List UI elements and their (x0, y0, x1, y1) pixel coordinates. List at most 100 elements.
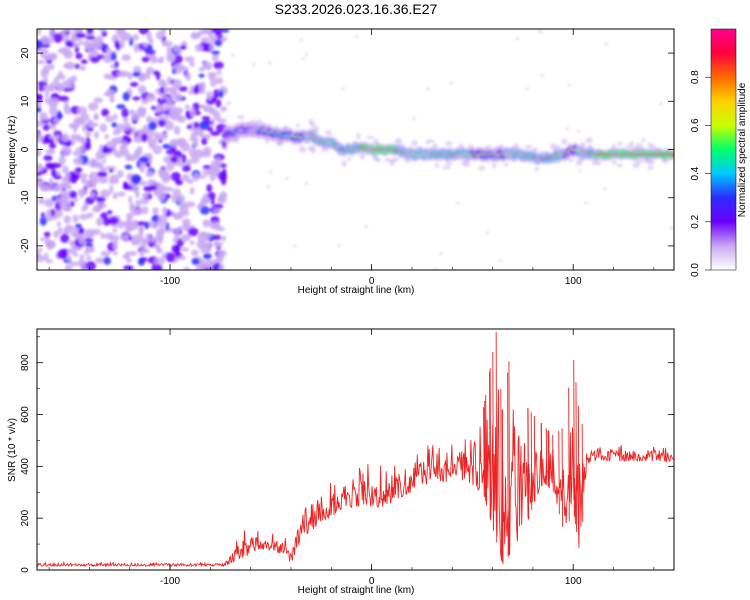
noise-blob (147, 179, 157, 186)
noise-blob (164, 120, 175, 131)
noise-blob (40, 212, 46, 218)
noise-blob (37, 107, 42, 113)
ridge-speckle (534, 166, 539, 172)
snr-spike (561, 428, 564, 527)
ridge-speckle (635, 143, 643, 150)
ridge-speckle (238, 128, 244, 132)
snr-y-tick-label: 0 (20, 567, 31, 573)
ridge-core (671, 152, 674, 156)
ridge-speckle (433, 143, 438, 149)
noise-blob (43, 64, 50, 74)
noise-blob (89, 177, 101, 184)
background-speckle (304, 182, 308, 186)
ridge-speckle (304, 137, 311, 143)
ridge-speckle (353, 147, 360, 152)
background-speckle (566, 127, 570, 131)
noise-blob (86, 255, 92, 261)
ridge-speckle (654, 149, 660, 153)
noise-blob (125, 258, 132, 263)
background-speckle (515, 37, 519, 41)
noise-blob (78, 234, 86, 245)
ridge-speckle (647, 165, 654, 171)
noise-blob (207, 125, 214, 132)
ridge-speckle (334, 145, 340, 153)
noise-blob (136, 145, 143, 156)
snr-x-tick-label: -100 (160, 576, 180, 587)
noise-blob (202, 168, 213, 176)
noise-blob (154, 257, 166, 265)
noise-blob (37, 80, 48, 88)
snr-spike (489, 371, 491, 519)
noise-blob (213, 208, 221, 213)
background-speckle (267, 185, 271, 189)
noise-blob (42, 77, 49, 82)
noise-blob (79, 254, 85, 260)
noise-blob (98, 175, 109, 184)
ridge-speckle (366, 135, 375, 139)
background-speckle (426, 87, 430, 91)
noise-blob (37, 178, 44, 188)
noise-blob (44, 97, 53, 104)
noise-blob (201, 137, 208, 146)
noise-blob (96, 171, 108, 178)
noise-blob (103, 256, 112, 265)
noise-blob (45, 149, 56, 155)
noise-blob (157, 97, 162, 103)
noise-blob (45, 138, 55, 144)
ridge-speckle (445, 161, 453, 166)
colorbar-tick-label: 0.6 (690, 118, 701, 132)
noise-blob (53, 175, 62, 180)
background-speckle (364, 224, 368, 228)
noise-blob (213, 203, 224, 209)
noise-blob (218, 263, 225, 270)
ridge-speckle (338, 151, 344, 157)
background-speckle (269, 170, 273, 174)
noise-blob (220, 106, 227, 112)
noise-blob (131, 126, 137, 136)
snr-spike (577, 405, 580, 549)
noise-blob (85, 130, 92, 137)
ridge-speckle (644, 157, 653, 164)
ridge-speckle (632, 146, 637, 153)
ridge-speckle (549, 143, 557, 150)
noise-blob (137, 257, 145, 266)
noise-blob (72, 214, 79, 223)
noise-blob (173, 125, 181, 135)
noise-blob (160, 98, 168, 104)
noise-blob (60, 146, 72, 156)
noise-blob (51, 169, 57, 178)
noise-blob (74, 246, 82, 252)
ridge-speckle (403, 159, 412, 163)
noise-blob (39, 216, 47, 226)
noise-blob (154, 135, 162, 141)
noise-blob (217, 69, 222, 75)
noise-blob (63, 180, 71, 190)
noise-blob (78, 39, 84, 46)
ridge-speckle (503, 162, 509, 167)
colorbar-scale (711, 29, 736, 270)
snr-spike (533, 416, 536, 502)
noise-blob (145, 170, 154, 178)
noise-blob (219, 191, 228, 199)
ridge-speckle (276, 142, 285, 146)
ridge-speckle (616, 163, 624, 167)
ridge-speckle (590, 152, 596, 157)
ridge-speckle (373, 138, 379, 146)
noise-blob (199, 261, 206, 270)
noise-blob (158, 106, 168, 112)
noise-blob (213, 111, 221, 121)
spectrogram-y-tick-label: 20 (20, 47, 31, 59)
noise-blob (37, 133, 44, 143)
noise-blob (42, 123, 51, 131)
noise-blob (139, 163, 146, 173)
ridge-speckle (506, 155, 513, 161)
ridge-speckle (579, 149, 585, 155)
ridge-speckle (567, 158, 575, 162)
noise-blob (88, 173, 93, 179)
noise-blob (130, 174, 142, 184)
background-speckle (540, 73, 544, 77)
noise-blob (127, 72, 133, 80)
noise-blob (124, 164, 133, 170)
